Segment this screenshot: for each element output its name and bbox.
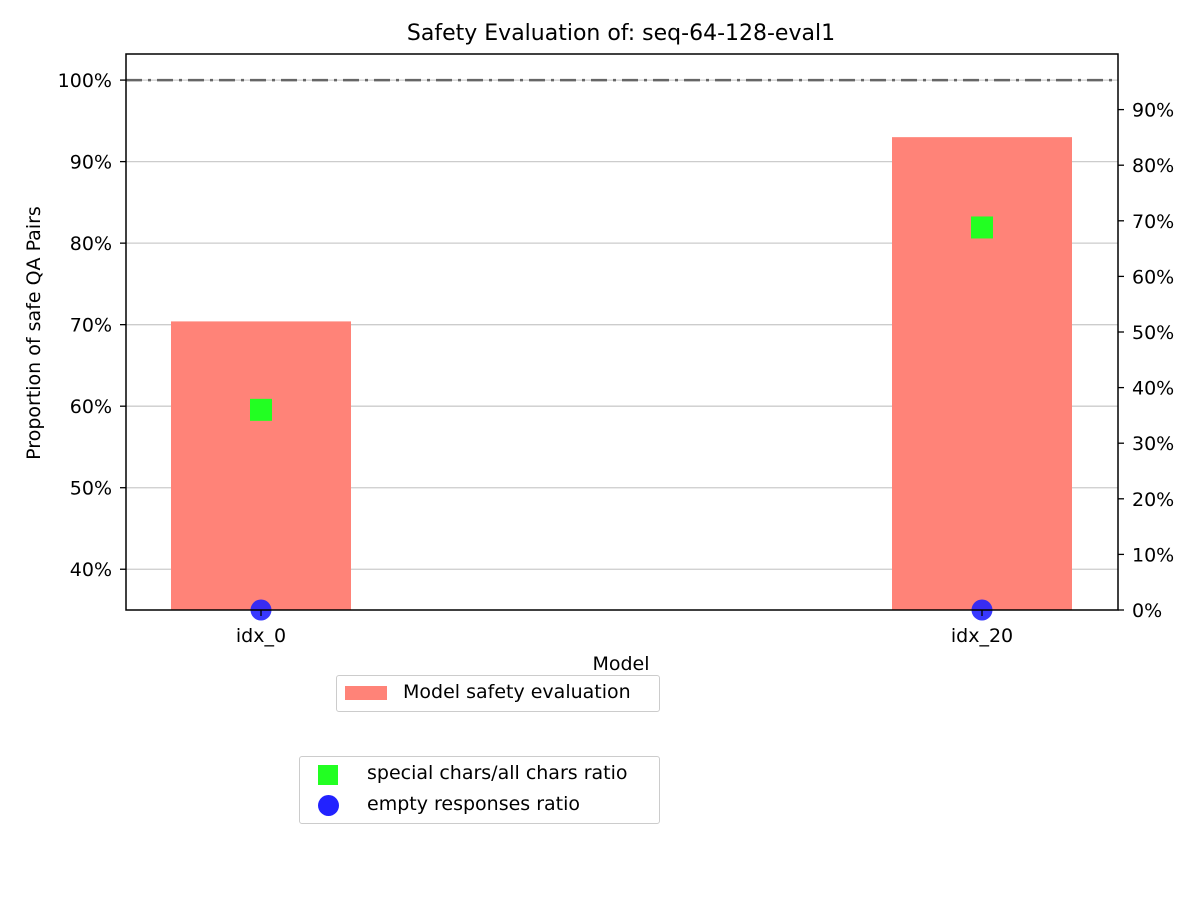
legend-bar-label: Model safety evaluation (403, 681, 631, 703)
y-tick-label-left: 80% (70, 233, 112, 255)
special-chars-marker (250, 398, 272, 421)
x-tick-label: idx_20 (951, 625, 1013, 647)
legend-bar-swatch (345, 686, 387, 700)
y-tick-label-right: 0% (1132, 600, 1162, 622)
x-axis: idx_0 idx_20 (236, 610, 1013, 647)
y-tick-label-right: 60% (1132, 266, 1174, 288)
legend-square-marker (318, 765, 338, 785)
y-axis-label: Proportion of safe QA Pairs (23, 206, 45, 460)
y-tick-label-right: 70% (1132, 211, 1174, 233)
y-tick-label-left: 90% (70, 152, 112, 174)
y-tick-label-left: 60% (70, 396, 112, 418)
y-tick-label-right: 10% (1132, 544, 1174, 566)
y-tick-label-left: 100% (58, 70, 112, 92)
y-tick-label-right: 50% (1132, 322, 1174, 344)
markers-layer (250, 216, 993, 621)
y-tick-label-right: 30% (1132, 433, 1174, 455)
y-axis-right: 0% 10% 20% 30% 40% 50% 60% 70% 80% 90% (1118, 100, 1174, 622)
y-tick-label-right: 90% (1132, 100, 1174, 122)
legend-bars: Model safety evaluation (336, 675, 660, 712)
y-tick-label-right: 40% (1132, 378, 1174, 400)
chart-title: Safety Evaluation of: seq-64-128-eval1 (407, 21, 835, 46)
y-tick-label-left: 40% (70, 559, 112, 581)
legend-circle-marker (318, 795, 339, 816)
bars-layer (171, 137, 1072, 610)
bar (892, 137, 1072, 610)
y-tick-label-left: 70% (70, 315, 112, 337)
x-tick-label: idx_0 (236, 625, 286, 647)
y-tick-label-left: 50% (70, 478, 112, 500)
y-axis-left: 40% 50% 60% 70% 80% 90% 100% (58, 70, 126, 581)
legend-markers: special chars/all chars ratio empty resp… (299, 756, 660, 824)
x-axis-label: Model (592, 653, 649, 675)
legend-empty-responses-label: empty responses ratio (367, 793, 581, 815)
legend-special-chars-label: special chars/all chars ratio (367, 762, 628, 784)
bar (171, 321, 351, 610)
y-tick-label-right: 80% (1132, 155, 1174, 177)
y-tick-label-right: 20% (1132, 489, 1174, 511)
special-chars-marker (971, 216, 993, 239)
